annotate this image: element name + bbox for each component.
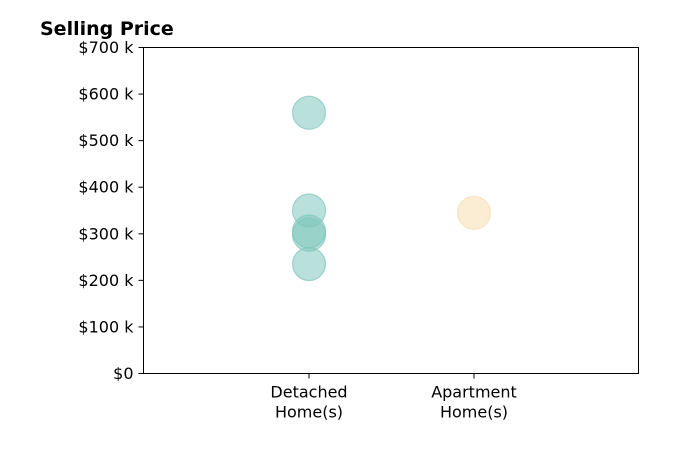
y-tick-label: $0: [113, 364, 133, 383]
chart-title: Selling Price: [40, 18, 174, 40]
y-tick-label: $700 k: [78, 38, 134, 57]
y-tick-label: $500 k: [78, 131, 134, 150]
x-category-label: Detached Home(s): [270, 383, 347, 422]
y-tick-label: $300 k: [78, 224, 134, 243]
y-tick-label: $600 k: [78, 85, 134, 104]
x-axis: Detached Home(s) Apartment Home(s): [270, 373, 517, 422]
y-axis: $0 $100 k $200 k $300 k $400 k $500 k $600 k $7…: [78, 38, 144, 383]
data-point: [291, 95, 327, 130]
y-tick-label: $200 k: [78, 271, 134, 290]
x-category-label: Apartment Home(s): [431, 383, 517, 422]
data-point: [291, 217, 327, 252]
y-tick-label: $400 k: [78, 178, 134, 197]
y-tick-label: $100 k: [78, 317, 134, 336]
points-layer: [291, 95, 492, 282]
data-point: [291, 246, 327, 282]
plot-frame: [143, 47, 639, 374]
data-point: [456, 195, 492, 230]
